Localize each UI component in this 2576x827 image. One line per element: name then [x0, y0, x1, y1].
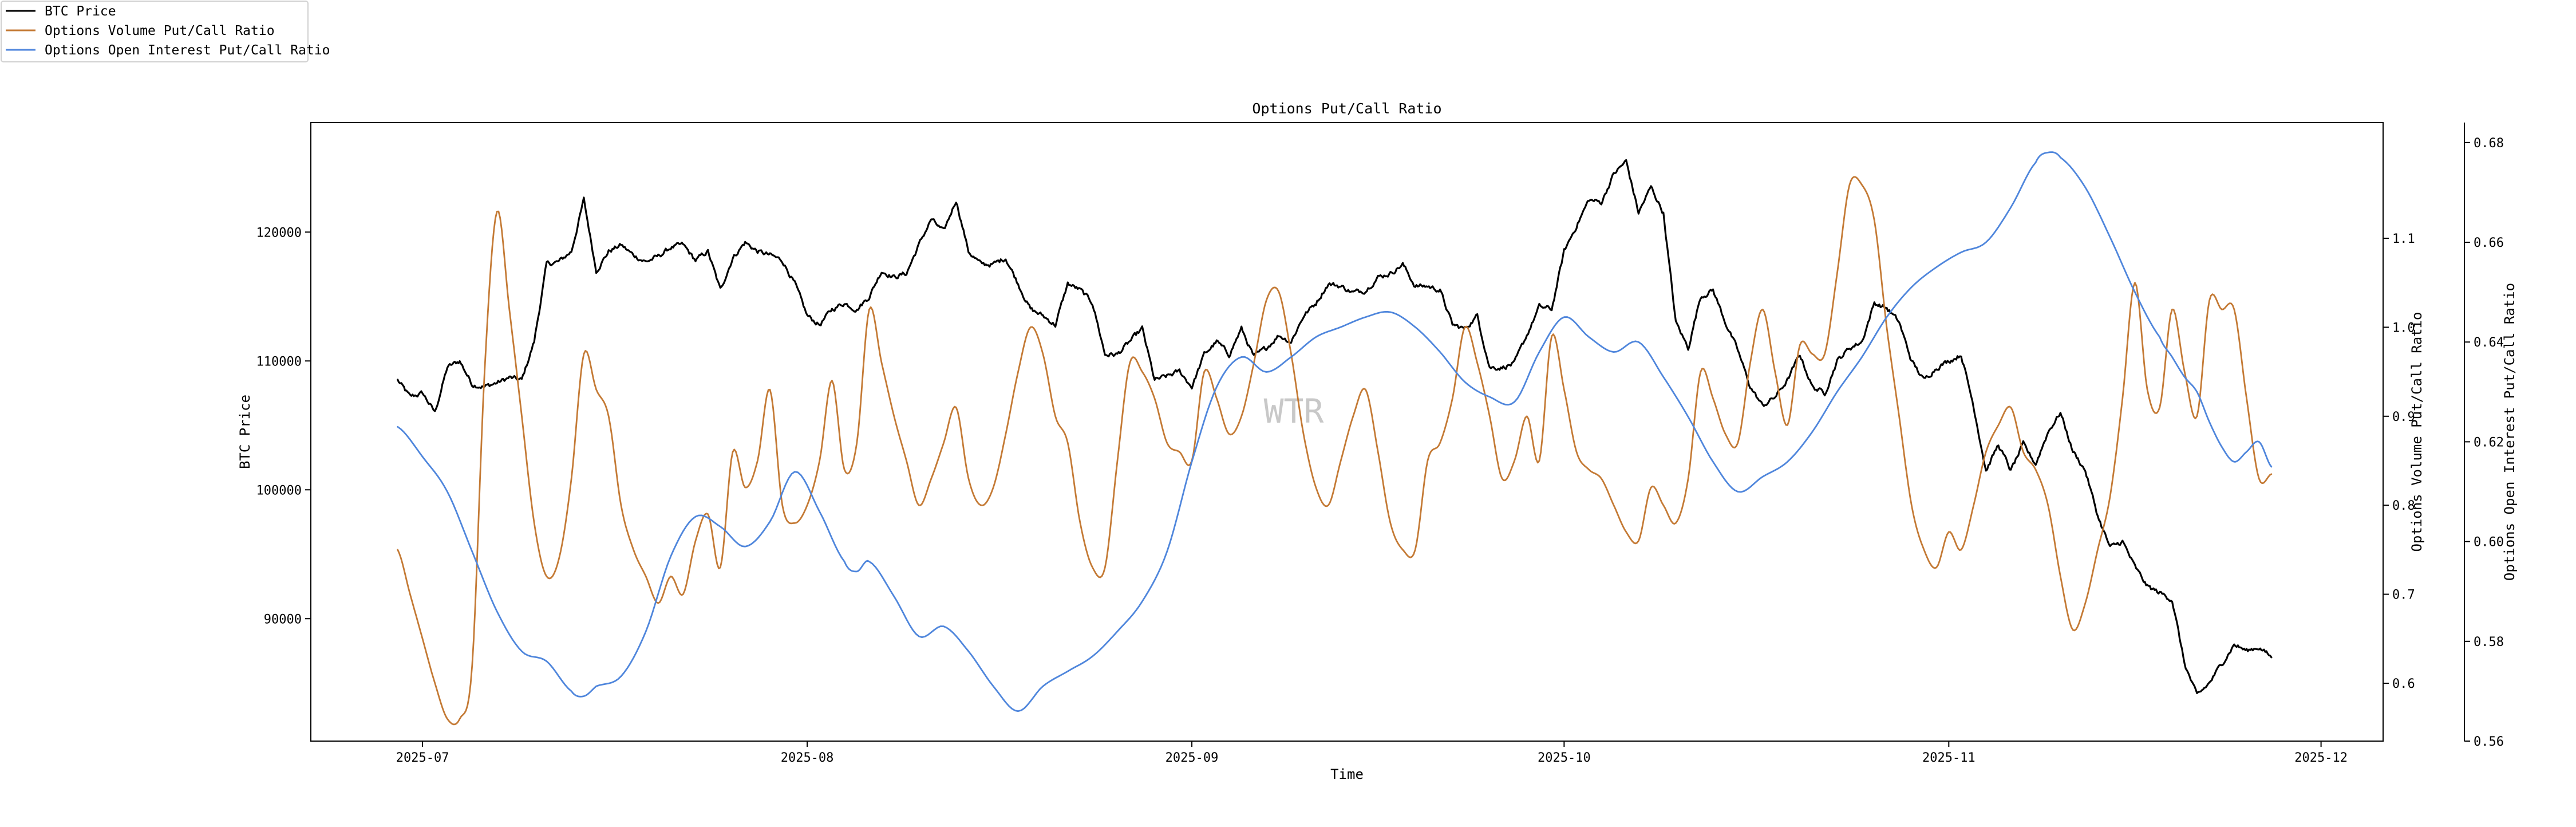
legend-label-oi: Options Open Interest Put/Call Ratio — [45, 43, 330, 58]
y-axis-right1-label: Options Volume Put/Call Ratio — [2409, 312, 2425, 552]
y-right2-tick-label: 0.64 — [2474, 336, 2504, 350]
y-left-tick-label: 110000 — [256, 355, 302, 369]
y-right1-tick-label: 1.0 — [2392, 321, 2415, 335]
chart-title: Options Put/Call Ratio — [1252, 100, 1441, 117]
legend: BTC Price Options Volume Put/Call Ratio … — [1, 1, 330, 62]
legend-label-btc: BTC Price — [45, 4, 116, 19]
y-right2-tick-label: 0.56 — [2474, 735, 2504, 749]
x-tick-label: 2025-12 — [2294, 751, 2348, 765]
watermark: WTR — [1264, 392, 1324, 431]
y-right2-tick-label: 0.58 — [2474, 635, 2504, 649]
series-line-1 — [397, 176, 2273, 726]
y-right1-tick-label: 0.6 — [2392, 677, 2415, 691]
y-right2-tick-label: 0.62 — [2474, 435, 2504, 450]
y-axis-left-label: BTC Price — [237, 395, 253, 469]
y-right2-tick-label: 0.60 — [2474, 535, 2504, 550]
legend-box — [1, 1, 309, 62]
y-right2-tick-label: 0.66 — [2474, 236, 2504, 250]
x-tick-label: 2025-07 — [396, 751, 449, 765]
y-left-tick-label: 90000 — [264, 612, 302, 627]
x-axis-label: Time — [1330, 766, 1364, 782]
plot-frame — [310, 122, 2384, 742]
x-tick-label: 2025-11 — [1922, 751, 1976, 765]
series-line-2 — [397, 151, 2273, 712]
y-right1-tick-label: 1.1 — [2392, 232, 2415, 246]
series-line-0 — [397, 159, 2273, 694]
x-tick-label: 2025-09 — [1165, 751, 1219, 765]
x-tick-label: 2025-08 — [781, 751, 834, 765]
y-left-tick-label: 120000 — [256, 226, 302, 240]
legend-label-volume: Options Volume Put/Call Ratio — [45, 23, 275, 38]
y-right2-tick-label: 0.68 — [2474, 136, 2504, 151]
y-axis-right2-label: Options Open Interest Put/Call Ratio — [2502, 283, 2518, 581]
y-left-tick-label: 100000 — [256, 483, 302, 498]
x-tick-label: 2025-10 — [1538, 751, 1591, 765]
y-right1-tick-label: 0.8 — [2392, 499, 2415, 513]
y-right1-tick-label: 0.7 — [2392, 588, 2415, 602]
y-right1-tick-label: 0.9 — [2392, 410, 2415, 424]
